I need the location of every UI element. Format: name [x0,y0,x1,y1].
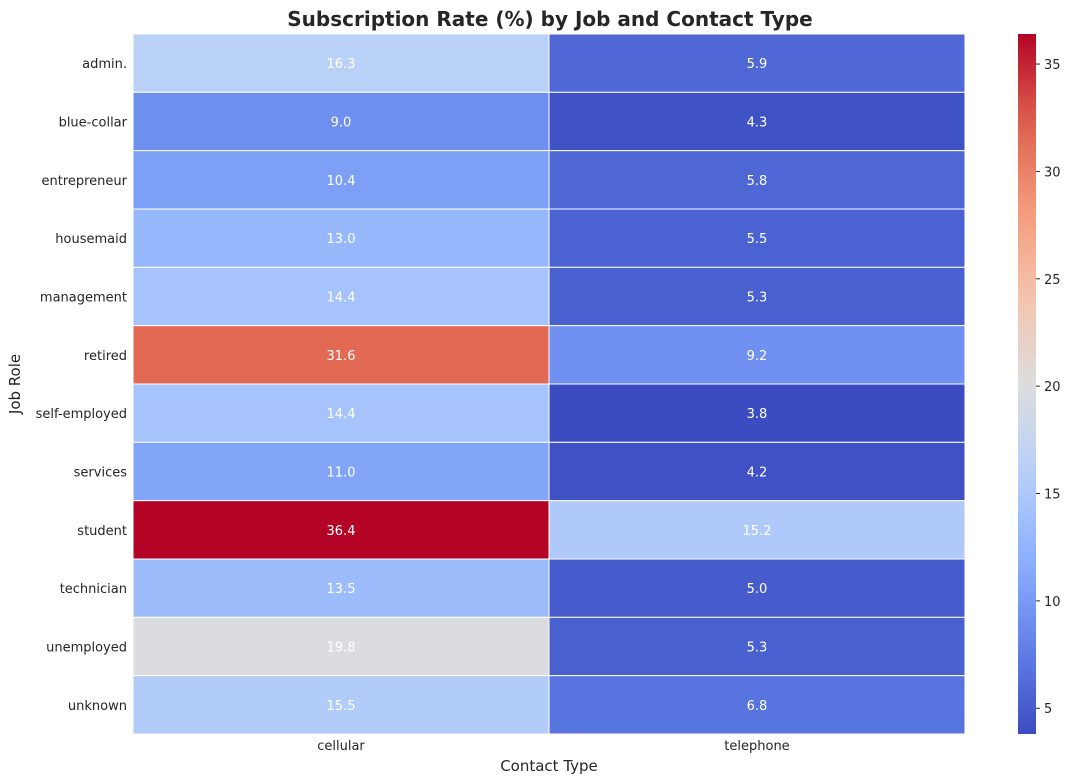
row-tick-label: entrepreneur [41,174,127,189]
heatmap-cell [132,616,550,677]
heatmap-cell [548,616,966,677]
heatmap-cell [132,383,550,443]
cell-value-label: 31.6 [327,349,356,364]
cell-value-label: 4.3 [747,116,768,131]
row-tick-label: retired [84,349,127,364]
cell-value-label: 11.0 [327,466,356,481]
cell-value-label: 5.8 [747,174,768,189]
heatmap-cell [548,91,966,152]
cell-value-label: 15.5 [327,699,356,714]
row-tick-label: management [40,291,127,306]
y-axis-label: Job Role [6,354,24,415]
cell-value-label: 36.4 [327,524,356,539]
cell-value-label: 5.5 [747,232,768,247]
row-tick-label: unemployed [46,641,127,656]
heatmap-cell [548,208,966,268]
row-tick-label: self-employed [36,407,127,422]
colorbar-tick-label: 20 [1044,380,1061,395]
cell-value-label: 4.2 [747,466,768,481]
cell-value-label: 6.8 [747,699,768,714]
heatmap-cell [548,383,966,443]
heatmap-cell [548,675,966,735]
cell-value-label: 14.4 [327,291,356,306]
colorbar-tick-label: 10 [1044,595,1061,610]
heatmap-cell [132,500,550,560]
heatmap-cell [548,500,966,560]
cell-value-label: 3.8 [747,407,768,422]
cell-value-label: 10.4 [327,174,356,189]
cell-value-label: 5.3 [747,641,768,656]
heatmap-cell [548,150,966,210]
cell-value-label: 9.0 [331,116,352,131]
colorbar-tick-label: 30 [1044,165,1061,180]
heatmap-cell [132,91,550,152]
column-tick-label: cellular [317,739,365,754]
heatmap-cell [548,266,966,327]
heatmap-cell [132,150,550,210]
heatmap-cell [548,325,966,385]
row-tick-label: services [74,466,128,481]
heatmap-cell [548,558,966,618]
colorbar [1018,34,1036,734]
row-tick-label: student [77,524,127,539]
heatmap-cell [548,441,966,502]
cell-value-label: 14.4 [327,407,356,422]
row-tick-label: unknown [68,699,127,714]
colorbar-tick-label: 15 [1044,488,1061,503]
heatmap-cells: 16.3 5.9 9.0 4.3 10.4 5.8 13.0 5.5 14.4 5.3 31.6 9.… [132,33,966,735]
x-axis-label: Contact Type [500,757,598,775]
row-tick-label: blue-collar [59,116,128,131]
cell-value-label: 5.0 [747,582,768,597]
cell-value-label: 15.2 [743,524,772,539]
colorbar-tick-label: 35 [1044,58,1061,73]
heatmap-cell [132,441,550,502]
heatmap-cell [132,558,550,618]
chart-title: Subscription Rate (%) by Job and Contact… [287,7,812,31]
row-tick-label: technician [60,582,127,597]
colorbar-tick-label: 25 [1044,273,1061,288]
cell-value-label: 13.5 [327,582,356,597]
heatmap-cell [548,33,966,93]
colorbar-ticks: 5 10 15 20 25 30 35 [1036,58,1061,717]
cell-value-label: 16.3 [327,57,356,72]
cell-value-label: 13.0 [327,232,356,247]
heatmap-cell [132,675,550,735]
colorbar-tick-label: 5 [1044,702,1052,717]
cell-value-label: 9.2 [747,349,768,364]
heatmap-cell [132,33,550,93]
cell-value-label: 5.3 [747,291,768,306]
cell-value-label: 5.9 [747,57,768,72]
row-tick-labels: admin. blue-collar entrepreneur housemaid ma… [36,57,128,714]
column-tick-label: telephone [724,739,789,754]
row-tick-label: admin. [82,57,127,72]
cell-value-label: 19.8 [327,641,356,656]
row-tick-label: housemaid [55,232,127,247]
column-tick-labels: cellular telephone [317,739,789,754]
